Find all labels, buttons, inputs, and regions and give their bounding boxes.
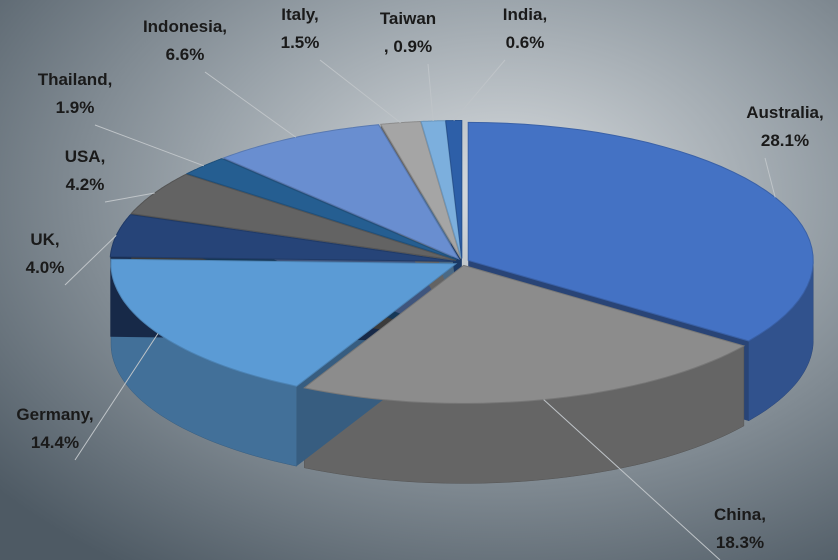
value-label: 0.6% <box>506 33 545 52</box>
category-label: India, <box>503 5 547 24</box>
value-label: 1.9% <box>56 98 95 117</box>
category-label: Italy, <box>281 5 318 24</box>
value-label: 1.5% <box>281 33 320 52</box>
value-label: 18.3% <box>716 533 764 552</box>
category-label: UK, <box>30 230 59 249</box>
value-label: 28.1% <box>761 131 809 150</box>
category-label: USA, <box>65 147 106 166</box>
category-label: Thailand, <box>38 70 113 89</box>
value-label: 6.6% <box>166 45 205 64</box>
chart: Australia, 28.1% China, 18.3% Germany, 14.4% U… <box>0 0 838 560</box>
category-label: Indonesia, <box>143 17 227 36</box>
value-label: 4.2% <box>66 175 105 194</box>
category-label: Australia, <box>746 103 823 122</box>
value-label: 4.0% <box>26 258 65 277</box>
category-label: Germany, <box>16 405 93 424</box>
category-label: China, <box>714 505 766 524</box>
value-label: 14.4% <box>31 433 79 452</box>
category-label: Taiwan <box>380 9 436 28</box>
value-label: , 0.9% <box>384 37 432 56</box>
